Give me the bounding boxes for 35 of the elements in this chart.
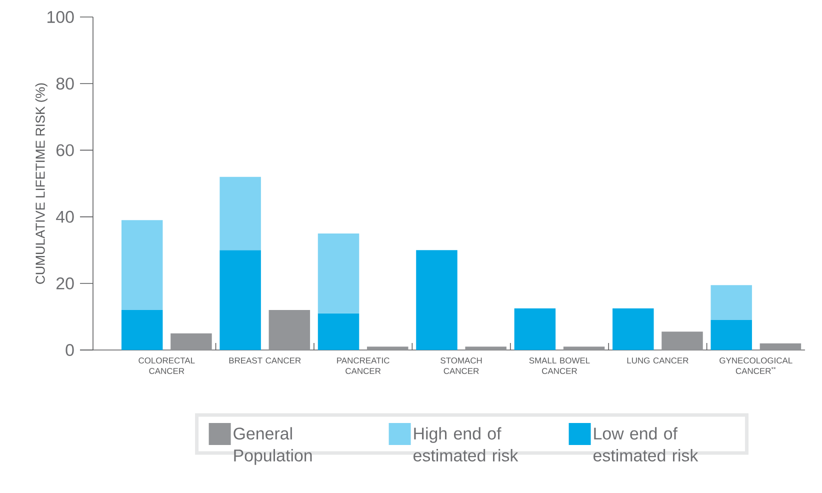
bar bbox=[710, 320, 752, 350]
bar bbox=[514, 308, 556, 350]
bar bbox=[710, 285, 752, 320]
bar bbox=[220, 176, 261, 250]
bar bbox=[612, 308, 654, 350]
bar bbox=[465, 346, 506, 350]
legend-label: General Population bbox=[234, 427, 312, 465]
x-tick-label: PANCREATIC CANCER bbox=[337, 358, 390, 374]
y-tick-label: 60 bbox=[56, 144, 74, 156]
bar bbox=[318, 313, 360, 350]
bar bbox=[318, 233, 360, 314]
y-axis-title: CUMULATIVE LIFETIME RISK (%) bbox=[35, 83, 48, 284]
bar bbox=[416, 250, 458, 350]
y-tick-label: 20 bbox=[56, 277, 74, 290]
bar bbox=[760, 343, 802, 350]
legend-label: High end of estimated risk bbox=[414, 427, 518, 462]
x-tick-label: BREAST CANCER bbox=[229, 358, 301, 364]
bar bbox=[367, 346, 408, 350]
x-tick-label: STOMACH CANCER bbox=[440, 358, 482, 374]
bar bbox=[121, 220, 163, 310]
x-tick-label: LUNG CANCER bbox=[627, 358, 688, 364]
y-tick-label: 100 bbox=[48, 10, 74, 23]
bar bbox=[662, 332, 703, 350]
bar bbox=[170, 333, 212, 350]
x-tick-label: SMALL BOWEL CANCER bbox=[529, 358, 590, 374]
legend-label: Low end of estimated risk bbox=[593, 427, 698, 462]
x-tick-label: COLORECTAL CANCER bbox=[138, 358, 195, 374]
y-tick-label: 40 bbox=[56, 210, 74, 223]
bar bbox=[220, 250, 261, 350]
y-tick-label: 0 bbox=[66, 344, 74, 356]
x-tick-label: GYNECOLOGICAL CANCER$^{**}$ bbox=[720, 358, 792, 374]
bar bbox=[121, 310, 163, 350]
bar bbox=[563, 346, 605, 350]
bar bbox=[268, 310, 310, 350]
y-tick-label: 80 bbox=[56, 78, 74, 90]
